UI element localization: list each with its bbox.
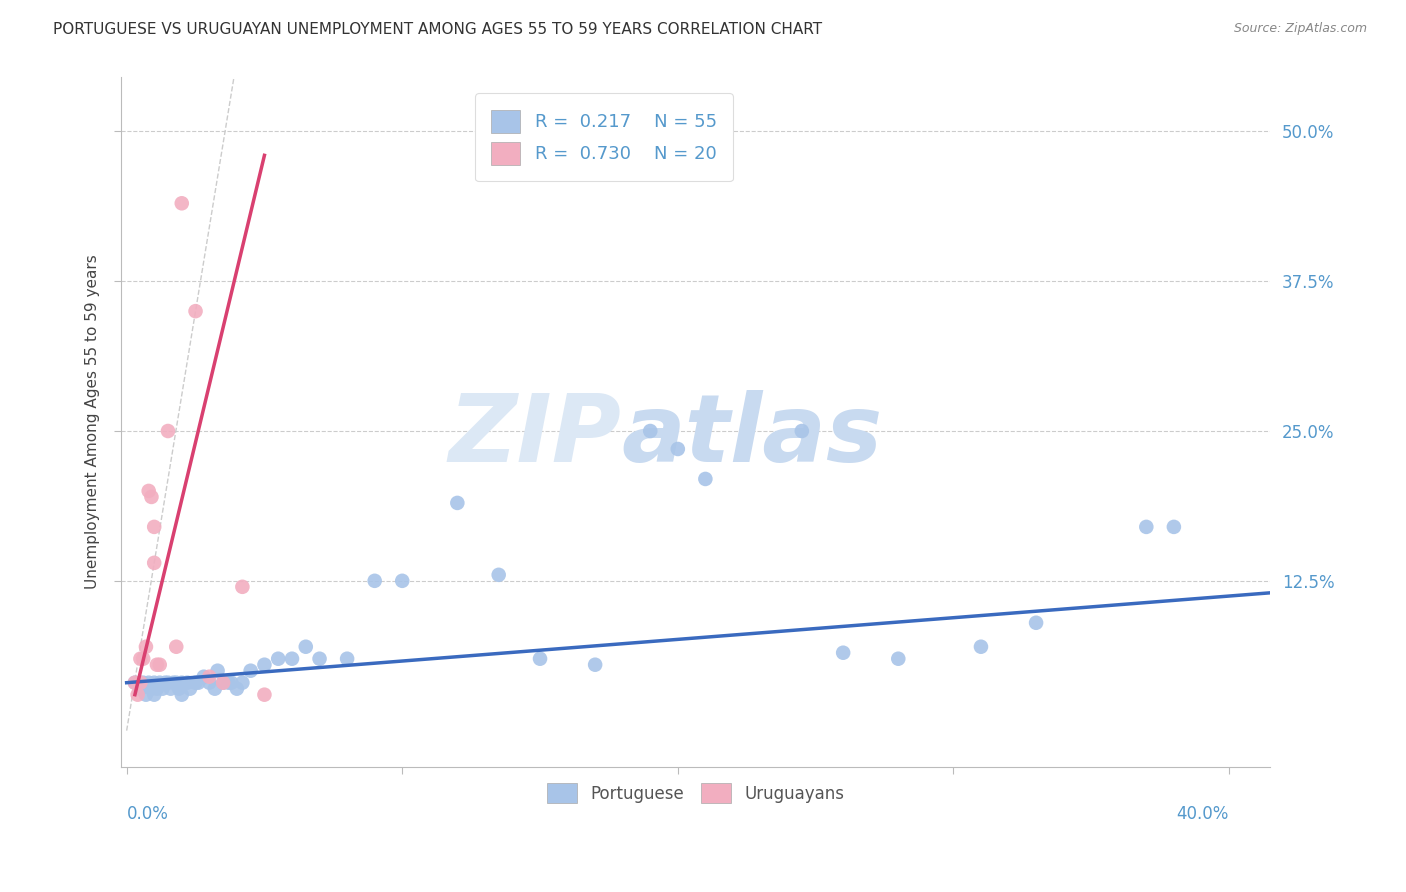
Point — [159, 681, 181, 696]
Point — [124, 675, 146, 690]
Point — [141, 681, 163, 696]
Point — [162, 675, 184, 690]
Text: Source: ZipAtlas.com: Source: ZipAtlas.com — [1233, 22, 1367, 36]
Point — [170, 675, 193, 690]
Point — [138, 675, 160, 690]
Point — [176, 675, 198, 690]
Point — [391, 574, 413, 588]
Point — [155, 675, 177, 690]
Point — [143, 556, 166, 570]
Point — [129, 675, 152, 690]
Point — [132, 651, 155, 665]
Point — [281, 651, 304, 665]
Point — [149, 675, 172, 690]
Point — [253, 688, 276, 702]
Point — [1135, 520, 1157, 534]
Point — [129, 681, 152, 696]
Point — [165, 640, 187, 654]
Point — [363, 574, 385, 588]
Point — [129, 651, 152, 665]
Point — [135, 640, 157, 654]
Point — [1025, 615, 1047, 630]
Point — [267, 651, 290, 665]
Point — [336, 651, 359, 665]
Point — [135, 688, 157, 702]
Y-axis label: Unemployment Among Ages 55 to 59 years: Unemployment Among Ages 55 to 59 years — [86, 254, 100, 590]
Point — [666, 442, 689, 456]
Point — [198, 670, 221, 684]
Point — [143, 675, 166, 690]
Point — [156, 675, 179, 690]
Point — [165, 675, 187, 690]
Point — [253, 657, 276, 672]
Point — [308, 651, 330, 665]
Point — [790, 424, 813, 438]
Point — [529, 651, 551, 665]
Point — [143, 520, 166, 534]
Point — [207, 664, 229, 678]
Point — [193, 670, 215, 684]
Point — [127, 688, 149, 702]
Point — [167, 681, 190, 696]
Point — [294, 640, 316, 654]
Point — [143, 688, 166, 702]
Point — [138, 483, 160, 498]
Point — [231, 580, 253, 594]
Point — [638, 424, 661, 438]
Point — [239, 664, 262, 678]
Point — [146, 657, 169, 672]
Point — [695, 472, 717, 486]
Point — [231, 675, 253, 690]
Point — [184, 304, 207, 318]
Point — [204, 681, 226, 696]
Point — [198, 675, 221, 690]
Point — [152, 681, 174, 696]
Point — [218, 675, 240, 690]
Text: 40.0%: 40.0% — [1177, 805, 1229, 823]
Point — [887, 651, 910, 665]
Point — [212, 675, 235, 690]
Point — [149, 657, 172, 672]
Point — [170, 196, 193, 211]
Point — [132, 675, 155, 690]
Point — [170, 688, 193, 702]
Point — [141, 490, 163, 504]
Legend: Portuguese, Uruguayans: Portuguese, Uruguayans — [540, 776, 851, 810]
Point — [221, 675, 243, 690]
Point — [1163, 520, 1185, 534]
Point — [124, 675, 146, 690]
Point — [488, 567, 510, 582]
Point — [583, 657, 606, 672]
Text: 0.0%: 0.0% — [127, 805, 169, 823]
Point — [212, 675, 235, 690]
Point — [156, 424, 179, 438]
Point — [970, 640, 993, 654]
Point — [184, 675, 207, 690]
Text: ZIP: ZIP — [449, 390, 621, 482]
Point — [179, 681, 201, 696]
Point — [187, 675, 209, 690]
Point — [446, 496, 468, 510]
Point — [225, 681, 247, 696]
Text: atlas: atlas — [621, 390, 883, 482]
Text: PORTUGUESE VS URUGUAYAN UNEMPLOYMENT AMONG AGES 55 TO 59 YEARS CORRELATION CHART: PORTUGUESE VS URUGUAYAN UNEMPLOYMENT AMO… — [53, 22, 823, 37]
Point — [832, 646, 855, 660]
Point — [146, 681, 169, 696]
